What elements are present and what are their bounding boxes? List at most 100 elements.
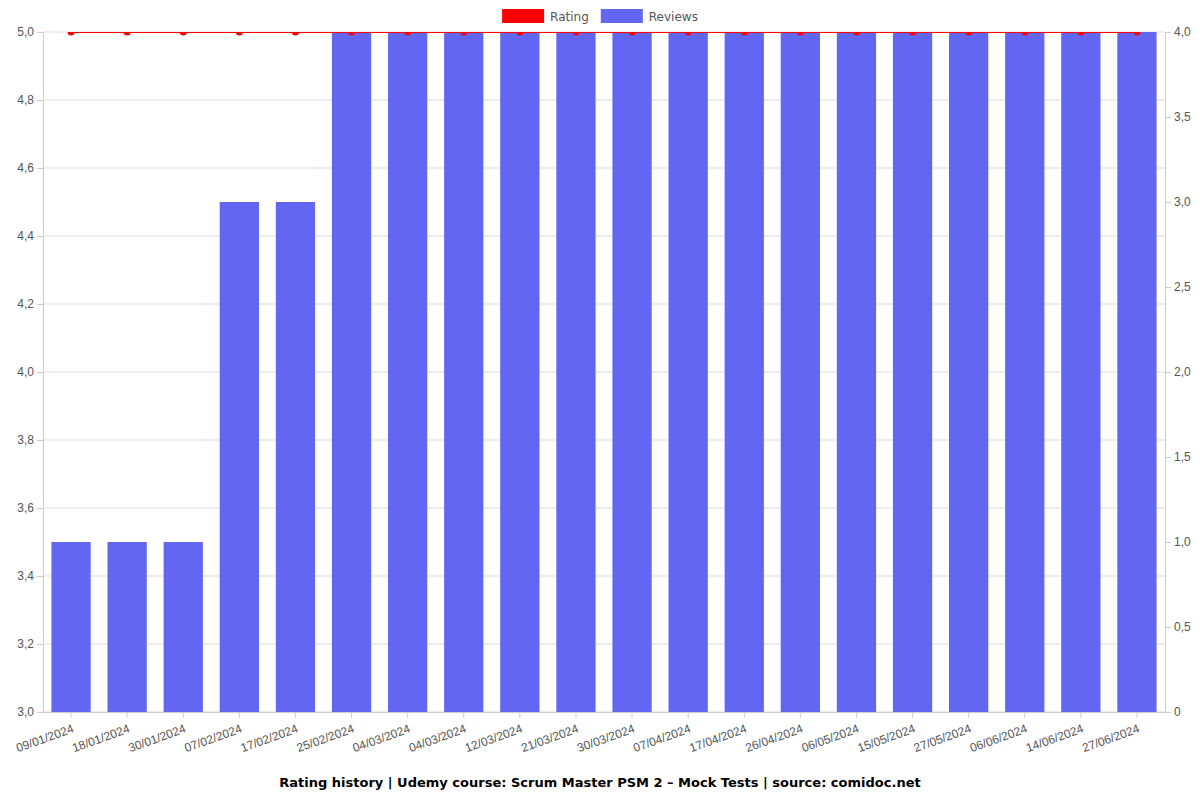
bar	[164, 542, 203, 712]
grid-line	[43, 32, 1165, 33]
tick-mark	[37, 508, 43, 509]
legend-swatch	[502, 9, 544, 23]
bar	[556, 32, 595, 712]
tick: 09/01/2024	[14, 712, 76, 755]
plot: 3,03,23,43,63,84,04,24,44,64,85,000,51,0…	[14, 25, 1191, 755]
tick: 06/05/2024	[800, 712, 862, 755]
tick: 21/03/2024	[519, 712, 581, 755]
tick: 3,0	[17, 705, 43, 719]
grid-line	[43, 440, 1165, 441]
tick: 17/04/2024	[687, 712, 749, 755]
tick: 27/06/2024	[1080, 712, 1142, 755]
tick-label: 3,2	[17, 637, 34, 651]
tick-label: 04/03/2024	[407, 721, 469, 755]
bar	[108, 542, 147, 712]
tick: 2,5	[1165, 280, 1191, 294]
tick-mark	[71, 712, 72, 718]
marker	[348, 32, 355, 36]
tick: 3,2	[17, 637, 43, 651]
bar	[893, 32, 932, 712]
tick-label: 25/02/2024	[295, 721, 357, 755]
tick-mark	[1024, 712, 1025, 718]
bar	[220, 202, 259, 712]
tick-label: 07/04/2024	[631, 721, 693, 755]
bar	[51, 542, 90, 712]
tick-mark	[519, 712, 520, 718]
legend-swatch	[601, 9, 643, 23]
axis-line	[44, 712, 1166, 713]
tick: 30/01/2024	[126, 712, 188, 755]
tick-mark	[856, 712, 857, 718]
title: Rating history | Udemy course: Scrum Mas…	[279, 775, 920, 790]
axis-line	[43, 33, 44, 713]
tick-label: 07/02/2024	[183, 721, 245, 755]
chart: 3,03,23,43,63,84,04,24,44,64,85,000,51,0…	[0, 0, 1200, 800]
tick-label: 5,0	[17, 25, 34, 39]
tick: 3,0	[1165, 195, 1191, 209]
marker	[1077, 32, 1084, 36]
bar	[1005, 32, 1044, 712]
marker	[965, 32, 972, 36]
line	[71, 32, 1137, 33]
tick: 3,5	[1165, 110, 1191, 124]
line-series	[68, 32, 1141, 36]
legend: RatingReviews	[502, 9, 698, 24]
tick-label: 30/03/2024	[575, 721, 637, 755]
tick-label: 1,5	[1174, 450, 1191, 464]
tick-label: 17/04/2024	[687, 721, 749, 755]
bar	[332, 32, 371, 712]
tick: 4,0	[17, 365, 43, 379]
tick-label: 2,0	[1174, 365, 1191, 379]
tick: 3,6	[17, 501, 43, 515]
tick-mark	[968, 712, 969, 718]
bar	[725, 32, 764, 712]
tick-mark	[127, 712, 128, 718]
grid-line	[43, 576, 1165, 577]
marker	[236, 32, 243, 36]
tick: 06/06/2024	[968, 712, 1030, 755]
tick-mark	[688, 712, 689, 718]
tick: 07/02/2024	[183, 712, 245, 755]
tick: 3,4	[17, 569, 43, 583]
tick-label: 12/03/2024	[463, 721, 525, 755]
tick-mark	[1165, 32, 1171, 33]
tick: 15/05/2024	[856, 712, 918, 755]
tick-mark	[463, 712, 464, 718]
marker	[68, 32, 75, 36]
tick-label: 17/02/2024	[239, 721, 301, 755]
grid	[43, 32, 1165, 712]
tick-mark	[1080, 712, 1081, 718]
bar	[781, 32, 820, 712]
tick: 17/02/2024	[239, 712, 301, 755]
tick-mark	[407, 712, 408, 718]
tick-mark	[295, 712, 296, 718]
tick: 4,8	[17, 93, 43, 107]
tick-mark	[239, 712, 240, 718]
bar	[612, 32, 651, 712]
tick: 4,2	[17, 297, 43, 311]
marker	[741, 32, 748, 36]
marker	[460, 32, 467, 36]
tick: 1,0	[1165, 535, 1191, 549]
tick-label: 0	[1174, 705, 1181, 719]
bar	[1117, 32, 1156, 712]
tick-mark	[37, 304, 43, 305]
tick-mark	[1165, 627, 1171, 628]
tick-mark	[632, 712, 633, 718]
tick: 0,5	[1165, 620, 1191, 634]
tick: 26/04/2024	[744, 712, 806, 755]
legend-item: Rating	[502, 9, 589, 24]
marker	[516, 32, 523, 36]
tick-label: 14/06/2024	[1024, 721, 1086, 755]
tick-mark	[1165, 457, 1171, 458]
tick-label: 21/03/2024	[519, 721, 581, 755]
bar	[276, 202, 315, 712]
tick-label: 3,5	[1174, 110, 1191, 124]
tick-mark	[37, 32, 43, 33]
tick-label: 18/01/2024	[70, 721, 132, 755]
tick-label: 06/06/2024	[968, 721, 1030, 755]
tick-label: 2,5	[1174, 280, 1191, 294]
tick-mark	[1165, 542, 1171, 543]
marker	[685, 32, 692, 36]
bar	[388, 32, 427, 712]
